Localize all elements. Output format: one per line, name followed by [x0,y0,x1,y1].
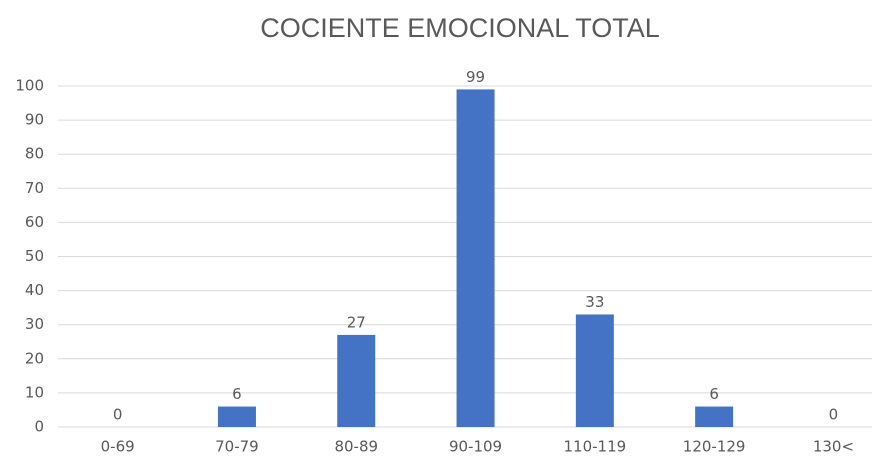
x-tick-label: 90-109 [449,438,502,456]
data-label: 6 [232,385,242,403]
y-tick-label: 60 [25,213,44,231]
y-tick-label: 90 [25,111,44,129]
bar [337,334,376,427]
y-tick-label: 50 [25,247,44,265]
bar [695,406,734,427]
y-tick-label: 70 [25,179,44,197]
chart-title: COCIENTE EMOCIONAL TOTAL [260,13,660,43]
data-label: 0 [113,406,123,424]
bar [575,314,614,427]
data-label: 27 [347,313,366,331]
x-tick-label: 120-129 [683,438,746,456]
y-tick-label: 30 [25,315,44,333]
bar [217,406,256,427]
x-tick-label: 80-89 [334,438,378,456]
x-tick-label: 70-79 [215,438,259,456]
y-tick-label: 10 [25,383,44,401]
data-label: 6 [709,385,719,403]
y-tick-label: 100 [15,77,44,95]
data-label: 33 [585,293,604,311]
x-tick-label: 130< [813,438,854,456]
y-tick-label: 0 [34,418,44,436]
x-tick-label: 0-69 [101,438,135,456]
y-tick-label: 40 [25,281,44,299]
bar [456,89,495,427]
data-label: 0 [829,406,839,424]
y-tick-label: 80 [25,145,44,163]
y-tick-label: 20 [25,349,44,367]
data-label: 99 [466,68,485,86]
x-tick-label: 110-119 [564,438,627,456]
